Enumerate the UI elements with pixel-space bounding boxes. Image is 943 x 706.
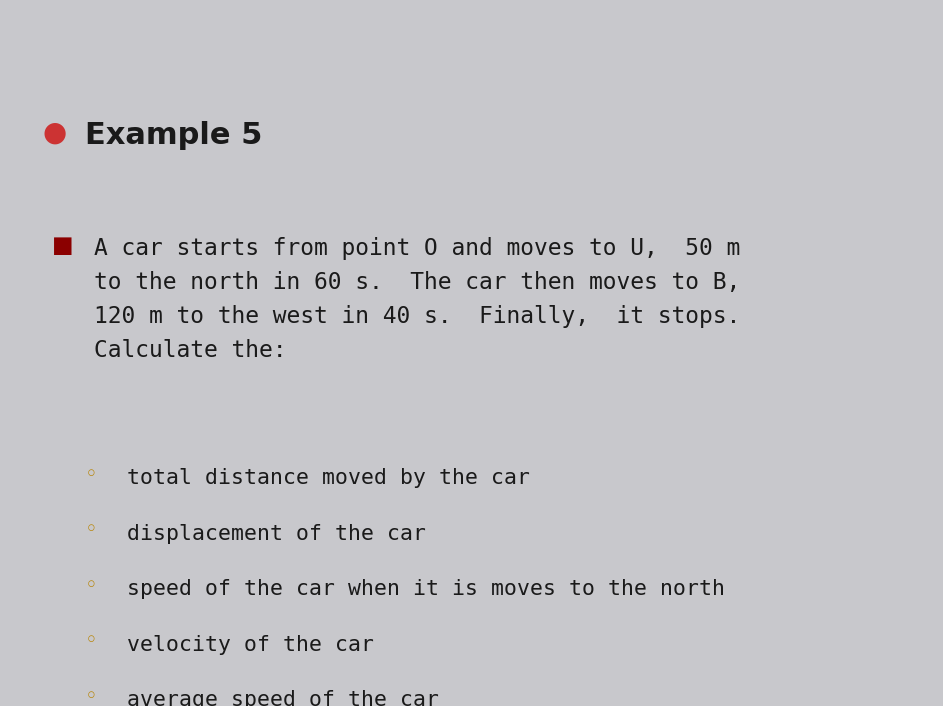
Text: velocity of the car: velocity of the car [127, 635, 374, 655]
Text: Example 5: Example 5 [85, 121, 262, 150]
Text: speed of the car when it is moves to the north: speed of the car when it is moves to the… [127, 579, 725, 599]
Text: average speed of the car: average speed of the car [127, 690, 439, 706]
Text: total distance moved by the car: total distance moved by the car [127, 468, 530, 488]
Text: ●: ● [42, 118, 67, 146]
Text: ■: ■ [52, 234, 74, 257]
Text: ◦: ◦ [85, 576, 97, 596]
Text: A car starts from point O and moves to U,  50 m
to the north in 60 s.  The car t: A car starts from point O and moves to U… [94, 237, 740, 361]
Text: displacement of the car: displacement of the car [127, 524, 426, 544]
Text: ◦: ◦ [85, 687, 97, 706]
Text: ◦: ◦ [85, 520, 97, 540]
Text: ◦: ◦ [85, 631, 97, 652]
Text: ◦: ◦ [85, 465, 97, 484]
